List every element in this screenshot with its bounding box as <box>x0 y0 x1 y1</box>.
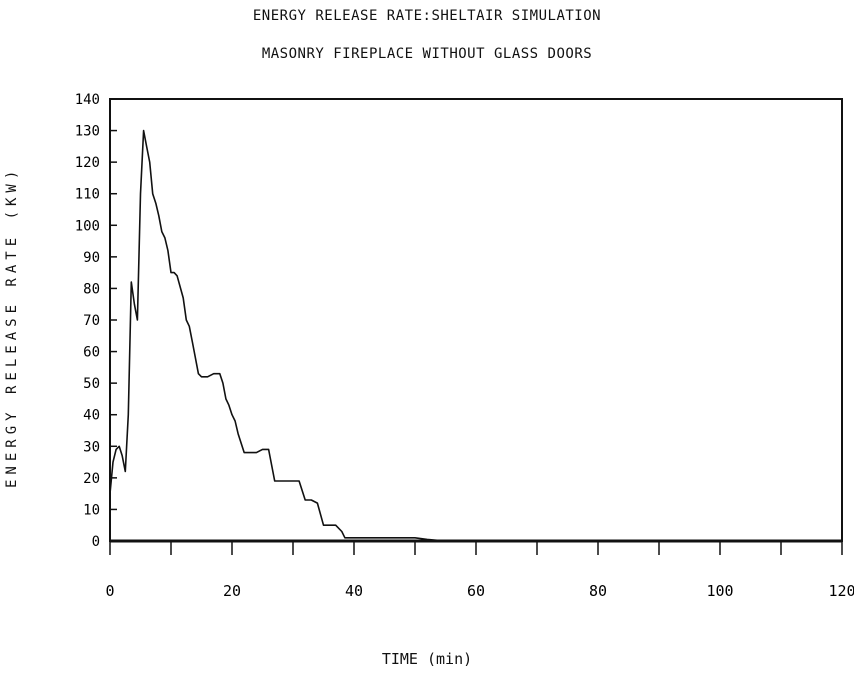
y-tick-label: 10 <box>83 502 100 518</box>
y-tick-label: 130 <box>75 124 100 140</box>
x-tick-label: 20 <box>223 582 241 600</box>
y-tick-label: 60 <box>83 345 100 361</box>
y-tick-label: 100 <box>75 218 100 234</box>
y-tick-label: 110 <box>75 187 100 203</box>
x-tick-label: 40 <box>345 582 363 600</box>
x-tick-label: 100 <box>706 582 733 600</box>
y-tick-label: 20 <box>83 471 100 487</box>
chart-title: ENERGY RELEASE RATE:SHELTAIR SIMULATION <box>252 8 602 24</box>
plot-frame <box>109 98 843 542</box>
y-tick-label: 70 <box>83 313 100 329</box>
x-axis-label: TIME (min) <box>381 650 473 668</box>
x-tick-label: 0 <box>105 582 114 600</box>
y-tick-label: 30 <box>83 439 100 455</box>
y-tick-label: 40 <box>83 408 100 424</box>
x-tick-label: 80 <box>589 582 607 600</box>
y-tick-label: 0 <box>92 534 100 550</box>
y-tick-label: 120 <box>75 155 100 171</box>
y-tick-label: 90 <box>83 250 100 266</box>
x-tick-label: 120 <box>828 582 854 600</box>
series-line <box>109 129 842 542</box>
x-tick-label: 60 <box>467 582 485 600</box>
y-tick-label: 80 <box>83 281 100 297</box>
chart-subtitle: MASONRY FIREPLACE WITHOUT GLASS DOORS <box>261 46 593 62</box>
y-tick-label: 140 <box>75 92 100 108</box>
y-tick-label: 50 <box>83 376 100 392</box>
